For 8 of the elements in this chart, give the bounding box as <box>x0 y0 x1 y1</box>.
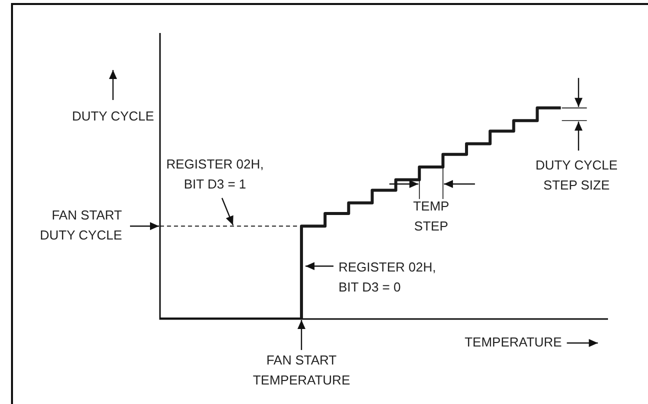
text: FAN START TEMPERATURE <box>252 352 350 388</box>
annotation: TEMP STEP <box>413 198 450 234</box>
text: FAN START DUTY CYCLE <box>40 208 122 243</box>
annotation: DUTY CYCLE STEP SIZE <box>535 158 618 193</box>
annotation: REGISTER 02H, BIT D3 = 1 <box>166 156 264 192</box>
x-axis-title: TEMPERATURE <box>464 334 562 350</box>
y-axis-title: DUTY CYCLE <box>72 108 154 124</box>
annotation: REGISTER 02H, BIT D3 = 0 <box>338 260 436 295</box>
